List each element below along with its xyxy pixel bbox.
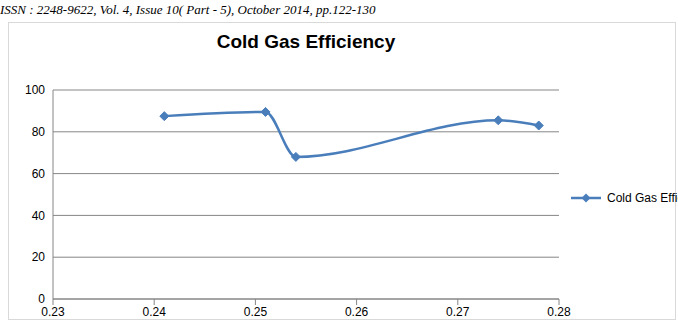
html-text:Cold Gas Efficiency: Cold Gas Efficiency: [216, 31, 396, 52]
svg-text:60: 60: [32, 167, 46, 181]
svg-text:80: 80: [32, 125, 46, 139]
svg-text:0.27: 0.27: [446, 305, 470, 319]
svg-text:0.28: 0.28: [547, 305, 571, 319]
svg-text:0.25: 0.25: [244, 305, 268, 319]
svg-text:0.24: 0.24: [143, 305, 167, 319]
svg-text:0.26: 0.26: [345, 305, 369, 319]
svg-text:20: 20: [32, 250, 46, 264]
svg-text:40: 40: [32, 209, 46, 223]
svg-text:100: 100: [25, 83, 45, 97]
svg-text:0: 0: [38, 292, 45, 306]
html-text:ISSN : 2248-9622, Vol. 4, Issu: ISSN : 2248-9622, Vol. 4, Issue 10( Part…: [0, 2, 376, 17]
svg-text:0.23: 0.23: [41, 305, 65, 319]
